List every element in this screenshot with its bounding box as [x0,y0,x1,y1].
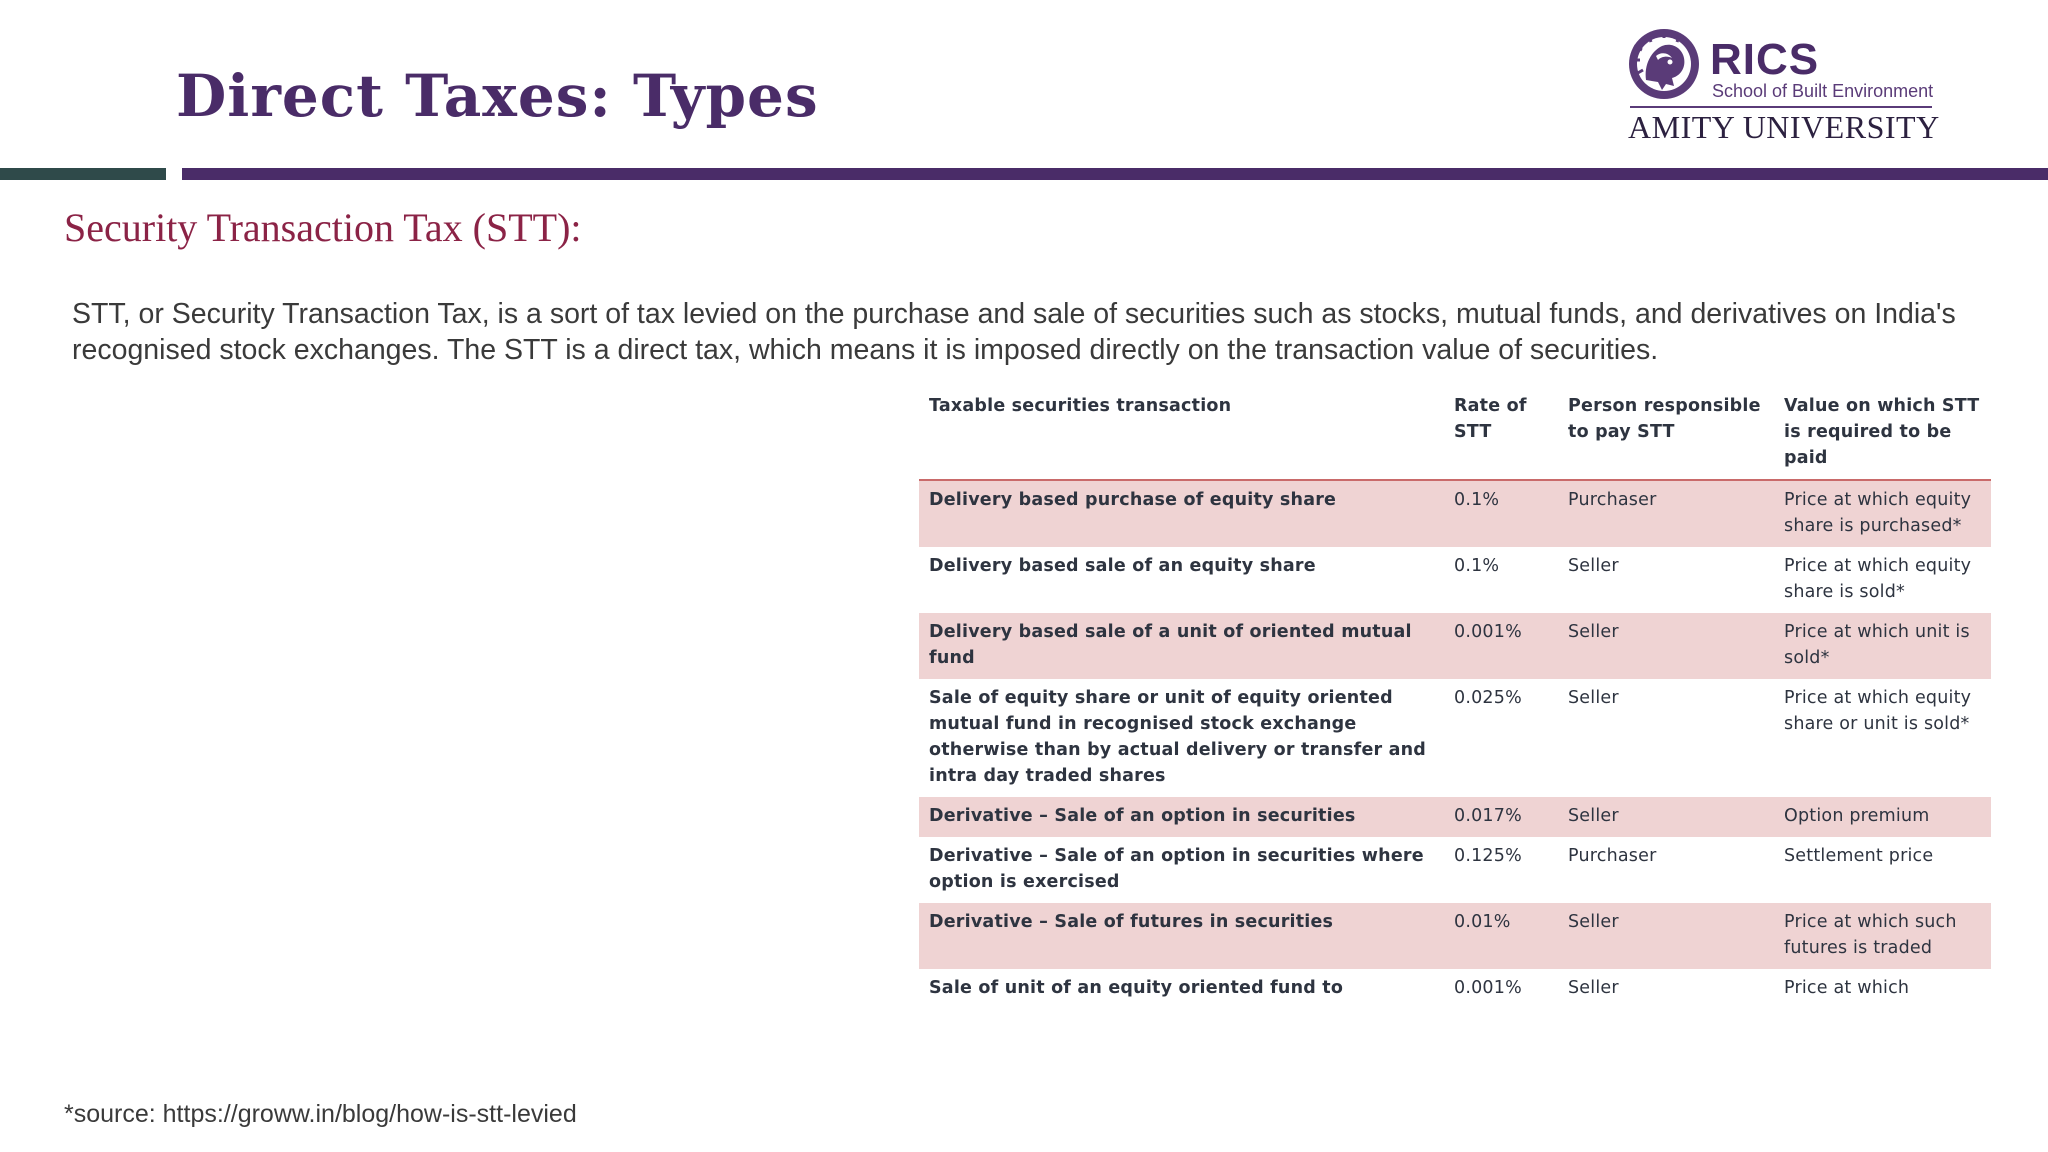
rate-cell: 0.017% [1444,797,1558,837]
transaction-cell: Derivative – Sale of futures in securiti… [919,903,1444,969]
column-header: Value on which STT is required to be pai… [1784,396,1980,468]
table-row: Derivative – Sale of an option in securi… [919,837,1991,903]
rate-cell: 0.01% [1444,903,1558,969]
logo-divider [1630,106,1932,108]
transaction-cell: Delivery based sale of an equity share [919,547,1444,613]
rate-cell: 0.125% [1444,837,1558,903]
column-header: Rate of STT [1454,396,1527,442]
column-header: Taxable securities transaction [929,396,1232,416]
rate-cell: 0.001% [1444,613,1558,679]
logo-school: School of Built Environment [1712,81,1934,101]
payer-cell: Seller [1558,797,1774,837]
payer-cell: Seller [1558,679,1774,797]
table-row: Delivery based sale of an equity share 0… [919,547,1991,613]
rate-cell: 0.025% [1444,679,1558,797]
payer-cell: Seller [1558,903,1774,969]
transaction-cell: Derivative – Sale of an option in securi… [919,797,1444,837]
page-title: Direct Taxes: Types [176,62,819,130]
transaction-cell: Delivery based purchase of equity share [919,480,1444,547]
intro-paragraph: STT, or Security Transaction Tax, is a s… [72,298,1956,366]
transaction-cell: Sale of unit of an equity oriented fund … [919,969,1444,1009]
payer-cell: Seller [1558,547,1774,613]
value-cell: Price at which equity share is purchased… [1774,480,1991,547]
table-row: Derivative – Sale of an option in securi… [919,797,1991,837]
payer-cell: Purchaser [1558,837,1774,903]
value-cell: Price at which equity share or unit is s… [1774,679,1991,797]
table-row: Sale of unit of an equity oriented fund … [919,969,1991,1009]
source-citation: *source: https://groww.in/blog/how-is-st… [64,1100,577,1128]
value-cell: Price at which unit is sold* [1774,613,1991,679]
rics-amity-logo: RICS School of Built Environment AMITY U… [1626,24,1939,145]
rate-cell: 0.1% [1444,480,1558,547]
table-row: Sale of equity share or unit of equity o… [919,679,1991,797]
column-header: Person responsible to pay STT [1568,396,1761,442]
transaction-cell: Delivery based sale of a unit of oriente… [919,613,1444,679]
value-cell: Option premium [1774,797,1991,837]
value-cell: Price at which equity share is sold* [1774,547,1991,613]
payer-cell: Purchaser [1558,480,1774,547]
section-title: Security Transaction Tax (STT): [64,205,582,250]
value-cell: Price at which such futures is traded [1774,903,1991,969]
rate-cell: 0.001% [1444,969,1558,1009]
payer-cell: Seller [1558,969,1774,1009]
logo-brand: RICS [1710,35,1820,84]
payer-cell: Seller [1558,613,1774,679]
table-row: Delivery based sale of a unit of oriente… [919,613,1991,679]
value-cell: Price at which [1774,969,1991,1009]
table-header-row: Taxable securities transaction Rate of S… [919,387,1991,480]
value-cell: Settlement price [1774,837,1991,903]
table-row: Delivery based purchase of equity share … [919,480,1991,547]
table-row: Derivative – Sale of futures in securiti… [919,903,1991,969]
header-accent-bar-left [0,168,166,180]
header-accent-bar [182,168,2048,180]
rate-cell: 0.1% [1444,547,1558,613]
logo-university: AMITY UNIVERSITY [1628,109,1940,145]
stt-rates-table: Taxable securities transaction Rate of S… [919,387,1991,1009]
transaction-cell: Sale of equity share or unit of equity o… [919,679,1444,797]
transaction-cell: Derivative – Sale of an option in securi… [919,837,1444,903]
lion-emblem-icon [1629,29,1699,99]
